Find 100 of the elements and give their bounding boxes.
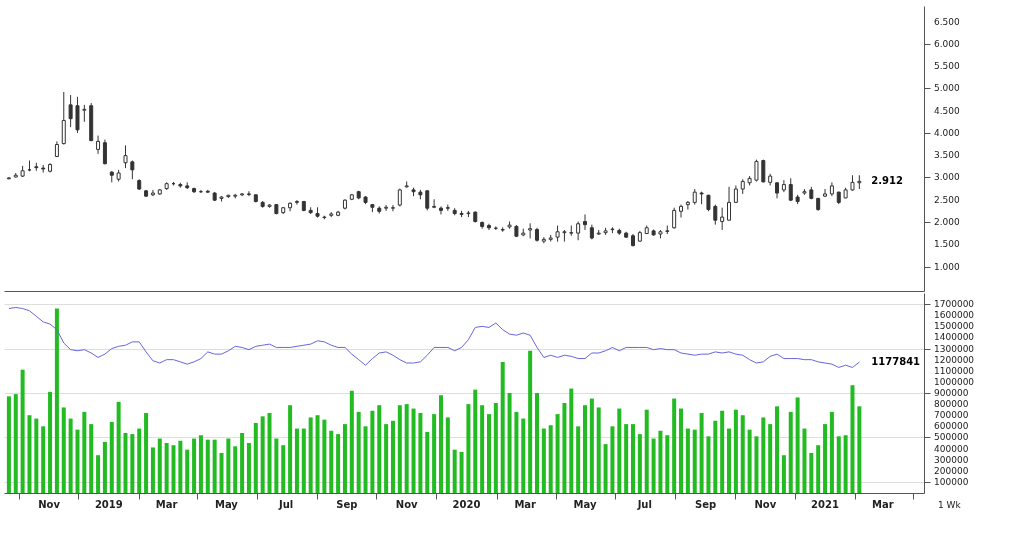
bar xyxy=(89,424,94,493)
bar xyxy=(198,435,203,493)
bar xyxy=(397,405,402,493)
bar xyxy=(713,420,718,493)
bar xyxy=(473,389,478,493)
bar xyxy=(212,439,217,493)
y-tick-label: 600000 xyxy=(934,421,969,432)
bar xyxy=(617,408,622,493)
bar xyxy=(672,398,677,493)
candlestick xyxy=(541,236,546,244)
y-tick-label: 2.000 xyxy=(934,216,961,227)
bar xyxy=(205,439,210,493)
bar xyxy=(445,417,450,493)
bar xyxy=(631,424,636,493)
bar xyxy=(596,407,601,493)
bar xyxy=(651,438,656,493)
bar xyxy=(384,424,389,493)
bar xyxy=(233,446,238,493)
bar xyxy=(164,443,169,493)
bar xyxy=(493,403,498,493)
candlestick xyxy=(150,189,155,197)
y-tick-label: 1400000 xyxy=(934,332,975,343)
bar xyxy=(34,418,39,493)
bar xyxy=(137,428,142,493)
candlestick xyxy=(432,198,437,209)
bar xyxy=(75,429,80,493)
bar xyxy=(96,455,101,493)
bar xyxy=(802,428,807,493)
y-tick-label: 200000 xyxy=(934,465,969,476)
candlestick xyxy=(727,186,732,222)
bar xyxy=(370,410,375,493)
x-tick-label: May xyxy=(214,499,239,510)
bar xyxy=(768,424,773,493)
y-tick-label: 700000 xyxy=(934,410,969,421)
bar xyxy=(665,435,670,493)
candlestick xyxy=(583,213,587,231)
candlestick xyxy=(720,207,725,231)
y-tick-label: 1.000 xyxy=(934,261,961,272)
bar xyxy=(404,404,409,493)
bar xyxy=(288,405,293,493)
candlestick xyxy=(528,222,533,239)
y-tick-label: 800000 xyxy=(934,399,969,410)
x-tick-label: Mar xyxy=(155,499,178,510)
bar xyxy=(576,426,581,493)
bar xyxy=(528,350,533,493)
bar xyxy=(356,411,361,493)
bar xyxy=(706,436,711,493)
candlestick xyxy=(102,139,107,166)
bar xyxy=(274,438,279,493)
y-tick-label: 4.500 xyxy=(934,105,961,116)
bar xyxy=(246,443,251,493)
bar xyxy=(658,430,663,493)
y-tick-label: 1500000 xyxy=(934,321,975,332)
bar xyxy=(843,435,848,493)
bar xyxy=(27,415,32,493)
bar xyxy=(562,403,567,493)
annotation: 1177841 xyxy=(871,356,921,368)
bar xyxy=(486,414,491,493)
bar xyxy=(850,385,855,493)
candlestick xyxy=(294,199,299,206)
x-tick-label: Mar xyxy=(514,499,537,510)
bar xyxy=(315,415,320,493)
bar xyxy=(260,416,265,493)
bar xyxy=(500,361,505,493)
x-tick-label: Mar xyxy=(872,499,894,510)
bar xyxy=(109,421,114,493)
y-tick-label: 3.500 xyxy=(934,150,961,161)
candlestick xyxy=(61,91,66,145)
bar xyxy=(48,391,53,493)
bar xyxy=(363,426,368,493)
y-tick-label: 1600000 xyxy=(934,310,975,321)
bar xyxy=(583,405,587,493)
y-tick-label: 5.000 xyxy=(934,83,961,94)
line-series xyxy=(8,306,860,368)
bar xyxy=(589,398,594,493)
y-tick-label: 3.000 xyxy=(934,172,961,183)
bar xyxy=(569,388,574,493)
bar xyxy=(733,409,738,493)
bar xyxy=(157,438,162,493)
candlestick xyxy=(425,189,430,211)
bar xyxy=(240,433,245,493)
bar xyxy=(816,445,821,493)
bar xyxy=(452,449,457,493)
y-tick-label: 1700000 xyxy=(934,299,975,310)
candlestick xyxy=(823,188,828,198)
bar xyxy=(102,441,107,493)
y-tick-label: 1200000 xyxy=(934,354,975,365)
bar xyxy=(679,408,684,493)
bar xyxy=(836,436,841,493)
bar xyxy=(699,413,704,493)
candlestick xyxy=(576,221,581,241)
bar xyxy=(13,394,18,493)
candlestick xyxy=(246,190,251,197)
bar xyxy=(123,433,128,493)
bar xyxy=(438,395,443,493)
y-tick-label: 6.500 xyxy=(934,16,961,27)
bar xyxy=(637,434,642,493)
bar xyxy=(603,444,608,493)
y-tick-label: 4.000 xyxy=(934,127,961,138)
bar xyxy=(432,414,437,493)
